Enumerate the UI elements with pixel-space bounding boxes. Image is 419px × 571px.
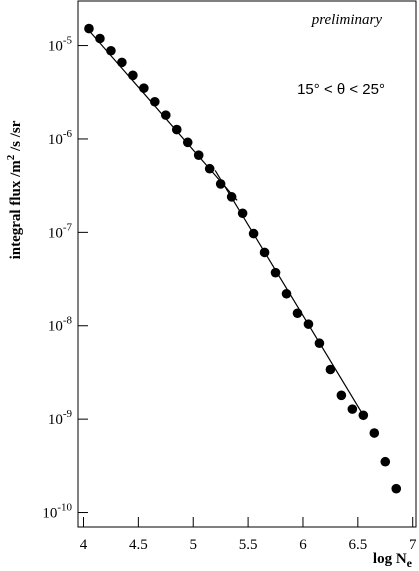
data-point [391,483,402,494]
y-tick-label: 10-8 [48,315,73,335]
data-point [171,124,182,135]
data-point [106,45,116,56]
data-point [270,267,281,278]
y-axis-label-part: 2 [5,154,17,160]
data-point [380,456,391,467]
data-point [358,410,369,421]
data-point [215,179,226,189]
data-point [325,364,336,375]
y-tick-label: 10-9 [48,408,73,428]
y-tick-label: 10-7 [48,221,73,241]
x-tick-label: 4.5 [129,537,148,553]
data-point [226,192,237,202]
data-point [182,137,193,148]
data-point [281,288,292,299]
x-tick-label: 5 [189,537,197,553]
data-point [95,33,105,44]
y-tick-label: 10-10 [42,502,72,522]
x-tick-label: 6.5 [348,537,367,553]
data-point [292,308,303,319]
x-tick-label: 6 [299,537,307,553]
y-axis-label-part: integral flux /m [8,160,24,260]
x-tick-label: 5.5 [239,537,258,553]
x-axis-label-main: log N [373,551,407,567]
data-point [128,70,138,81]
data-point [193,150,204,160]
y-tick-label: 10-5 [48,35,73,55]
annotation-top: preliminary [311,12,383,28]
y-axis-label-part: /s /sr [8,120,24,155]
data-point [336,390,347,401]
plot-frame [77,0,417,528]
data-point [150,96,160,107]
data-point [204,163,215,174]
y-axis-label: integral flux /m2 /s /sr [5,120,24,259]
data-point [237,208,248,219]
data-point [259,247,270,258]
data-point [139,83,149,93]
data-point [160,110,171,120]
x-axis-label-sub: e [407,556,413,570]
data-point [84,23,94,34]
x-axis-label: log Ne [373,551,413,570]
y-tick-label: 10-6 [48,128,73,148]
x-tick-label: 7 [409,537,417,553]
x-tick-label: 4 [80,537,88,553]
annotation: 15° < θ < 25° [297,81,385,98]
data-point [303,319,314,329]
data-point [248,228,259,239]
data-point [314,338,325,349]
data-point [347,404,358,414]
data-point [117,57,127,68]
data-point [369,428,380,438]
